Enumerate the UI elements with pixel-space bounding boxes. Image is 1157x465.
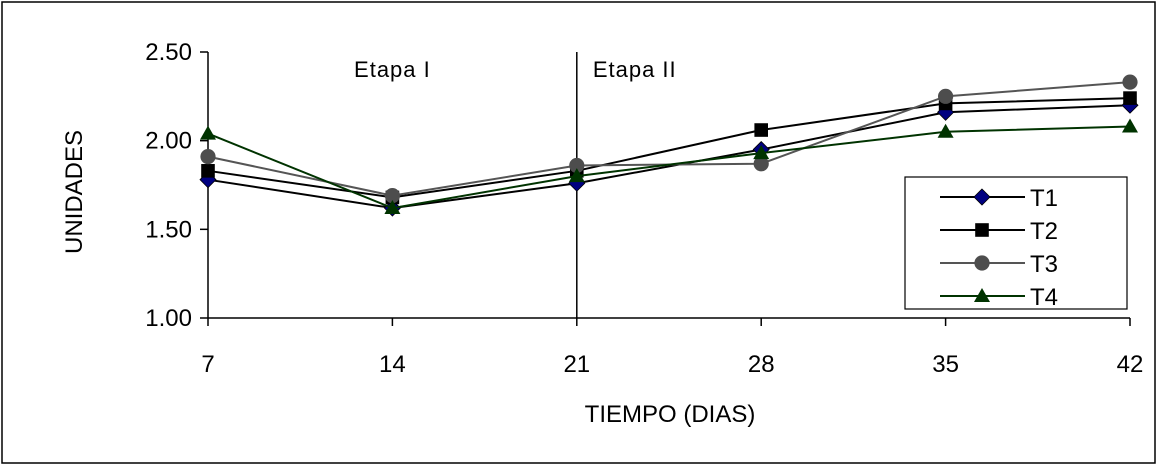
legend-entry-t1: T1 bbox=[940, 185, 1058, 212]
legend-entry-t2: T2 bbox=[940, 218, 1058, 245]
data-point bbox=[938, 88, 954, 104]
data-point bbox=[973, 188, 991, 206]
data-point bbox=[753, 145, 770, 160]
legend-box bbox=[904, 176, 1128, 310]
legend: T1 T2 T3 T4 bbox=[904, 176, 1128, 311]
series-line bbox=[207, 97, 1131, 199]
data-point bbox=[1123, 91, 1137, 105]
x-tick-label: 28 bbox=[748, 351, 775, 378]
data-point bbox=[201, 164, 215, 178]
x-tick-label: 35 bbox=[932, 351, 959, 378]
legend-label: T2 bbox=[1030, 218, 1058, 245]
y-tick-label: 2.00 bbox=[145, 128, 192, 155]
data-point bbox=[975, 223, 989, 237]
data-point bbox=[754, 123, 768, 137]
x-tick-label: 14 bbox=[379, 351, 406, 378]
legend-label: T4 bbox=[1030, 284, 1058, 311]
data-point bbox=[1122, 74, 1138, 90]
data-point bbox=[200, 125, 216, 140]
x-tick-label: 7 bbox=[201, 351, 214, 378]
data-point bbox=[974, 255, 990, 271]
series-line bbox=[207, 125, 1131, 210]
annotation-layer: Etapa I Etapa II bbox=[354, 57, 677, 82]
legend-label: T1 bbox=[1030, 185, 1058, 212]
axes-layer: 1.00 1.50 2.00 2.50 7 14 21 28 35 42 bbox=[145, 39, 1143, 378]
series-line bbox=[207, 104, 1131, 210]
legend-entry-t4: T4 bbox=[940, 284, 1058, 311]
data-point bbox=[568, 168, 585, 183]
x-tick-label: 42 bbox=[1117, 351, 1144, 378]
data-point bbox=[200, 149, 216, 165]
y-tick-label: 2.50 bbox=[145, 39, 192, 66]
legend-entry-t3: T3 bbox=[940, 251, 1058, 278]
stage-annotation: Etapa II bbox=[593, 57, 677, 82]
series-t4 bbox=[200, 118, 1138, 215]
series-layer bbox=[199, 74, 1139, 217]
legend-label: T3 bbox=[1030, 251, 1058, 278]
data-point bbox=[753, 156, 769, 172]
data-point bbox=[384, 188, 400, 204]
y-tick-label: 1.50 bbox=[145, 216, 192, 243]
x-tick-label: 21 bbox=[563, 351, 590, 378]
x-axis-title: TIEMPO (DIAS) bbox=[585, 401, 756, 428]
data-point bbox=[384, 200, 401, 215]
data-point bbox=[974, 288, 990, 302]
data-point bbox=[1122, 118, 1138, 133]
data-point bbox=[937, 123, 954, 138]
data-point bbox=[569, 157, 585, 174]
y-tick-label: 1.00 bbox=[145, 305, 192, 332]
y-axis-title: UNIDADES bbox=[61, 130, 88, 254]
stage-annotation: Etapa I bbox=[354, 57, 431, 82]
